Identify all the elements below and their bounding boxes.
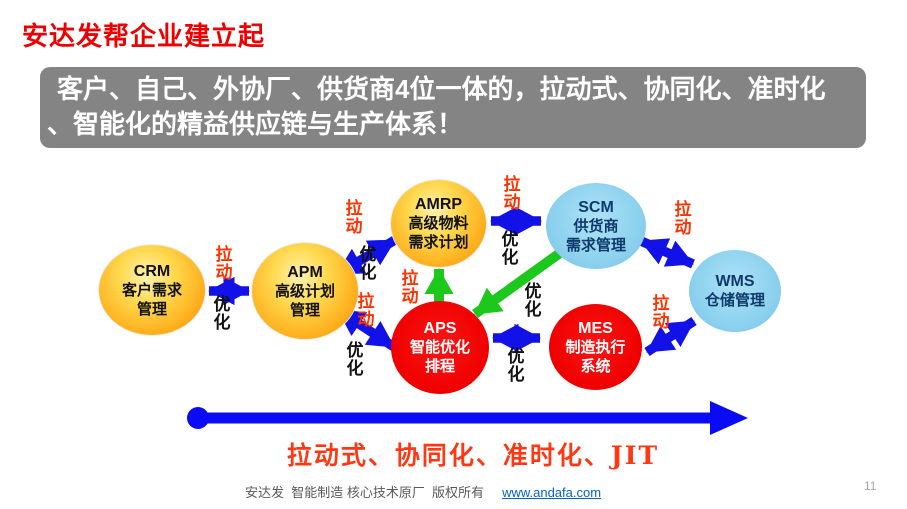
label-optimize-apm-amrp: 优化	[359, 245, 377, 282]
node-crm-line2: 管理	[136, 300, 167, 318]
node-scm-line1: 供货商	[573, 217, 619, 235]
node-scm-line2: 需求管理	[565, 236, 626, 254]
node-apm: APM 高级计划 管理	[252, 243, 358, 339]
label-pull-apm-aps: 拉动	[357, 292, 375, 329]
node-amrp-line2: 需求计划	[408, 234, 469, 251]
node-aps-line1: 智能优化	[409, 339, 470, 356]
label-optimize-scm-aps: 优化	[524, 282, 542, 319]
node-scm-abbr: SCM	[578, 198, 614, 216]
footer-copyright-text: 安达发 智能制造 核心技术原厂 版权所有	[245, 485, 485, 500]
label-pull-amrp-scm: 拉动	[503, 175, 521, 212]
bottom-flow-arrow	[187, 401, 748, 435]
label-pull-mes-wms: 拉动	[652, 294, 670, 331]
node-scm: SCM 供货商 需求管理	[546, 183, 646, 269]
page-number: 11	[864, 479, 877, 493]
node-wms-line1: 仓储管理	[704, 292, 765, 309]
node-crm-abbr: CRM	[133, 262, 171, 280]
node-crm-line1: 客户需求	[121, 281, 182, 299]
node-mes-abbr: MES	[578, 319, 613, 337]
slide-title: 安达发帮企业建立起	[22, 21, 266, 51]
arrow-scm-wms	[639, 236, 695, 269]
node-crm: CRM 客户需求 管理	[99, 245, 205, 335]
footer-website-link[interactable]: www.andafa.com	[502, 485, 602, 500]
label-optimize-aps-mes: 优化	[507, 347, 525, 384]
node-mes-line1: 制造执行	[565, 338, 626, 356]
node-mes: MES 制造执行 系统	[549, 304, 642, 390]
node-wms: WMS 仓储管理	[689, 250, 781, 332]
summary-banner: 客户、自己、外协厂、供货商4位一体的，拉动式、协同化、准时化 、智能化的精益供应…	[40, 67, 866, 148]
label-pull-crm-apm: 拉动	[215, 245, 233, 282]
node-apm-line1: 高级计划	[274, 282, 335, 300]
node-amrp-abbr: AMRP	[414, 196, 463, 213]
banner-line-2: 、智能化的精益供应链与生产体系！	[47, 109, 464, 139]
node-aps-line2: 排程	[424, 358, 455, 375]
footer: 安达发 智能制造 核心技术原厂 版权所有 www.andafa.com	[245, 482, 601, 501]
label-optimize-crm-apm: 优化	[213, 295, 231, 332]
node-amrp: AMRP 高级物料 需求计划	[391, 180, 486, 267]
node-wms-abbr: WMS	[715, 273, 755, 290]
node-apm-abbr: APM	[287, 263, 323, 281]
label-pull-aps-amrp: 拉动	[401, 269, 419, 306]
label-optimize-apm-aps: 优化	[346, 341, 364, 378]
node-mes-line2: 系统	[580, 357, 611, 375]
node-amrp-line1: 高级物料	[408, 215, 469, 232]
bottom-caption: 拉动式、协同化、准时化、JIT	[286, 441, 660, 470]
label-pull-apm-amrp: 拉动	[345, 199, 363, 236]
label-optimize-amrp-scm: 优化	[501, 230, 519, 267]
label-pull-scm-wms: 拉动	[674, 200, 692, 237]
node-aps: APS 智能优化 排程	[391, 301, 489, 394]
banner-line-1: 客户、自己、外协厂、供货商4位一体的，拉动式、协同化、准时化	[57, 74, 826, 104]
node-apm-line2: 管理	[289, 301, 320, 319]
node-aps-abbr: APS	[423, 320, 457, 337]
